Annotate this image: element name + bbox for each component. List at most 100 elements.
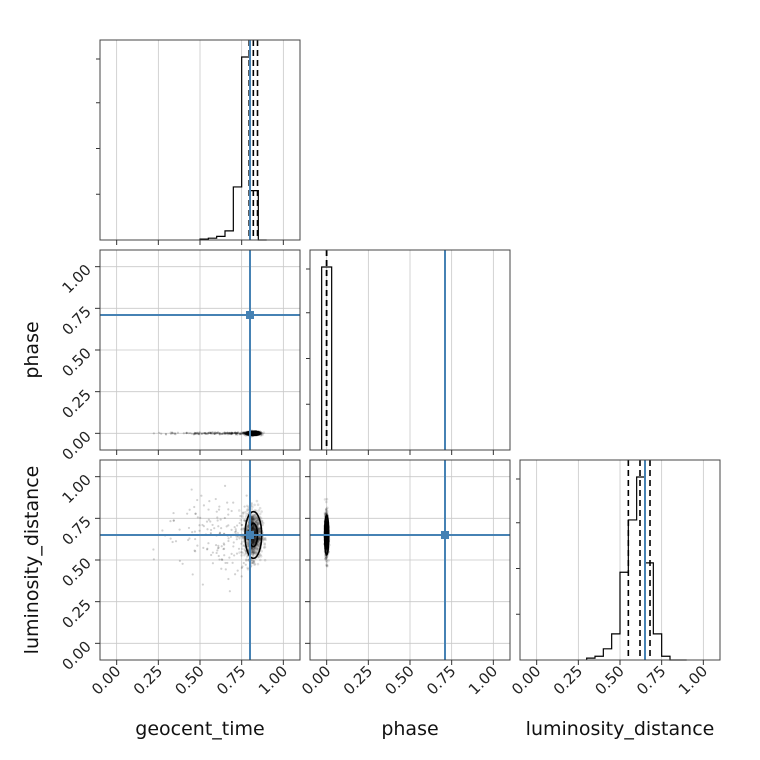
sample-point [243,433,247,436]
sample-point [228,431,231,435]
sample-point [257,539,261,543]
sample-point [252,431,255,435]
sample-point [254,516,258,520]
sample-point [255,518,259,522]
sample-point [325,535,329,539]
sample-point [252,432,255,435]
sample-point [173,432,176,435]
sample-point [325,531,329,535]
sample-point [325,537,328,541]
sample-point [254,513,258,517]
sample-point [253,432,257,435]
sample-point [152,432,155,435]
sample-point [213,527,216,530]
sample-point [254,520,258,524]
sample-point [257,528,261,531]
sample-point [325,529,329,533]
sample-point [243,519,247,522]
sample-point [258,536,261,540]
sample-point [169,432,173,435]
sample-point [260,549,263,553]
sample-point [250,507,253,511]
sample-point [325,537,328,540]
sample-point [253,431,256,435]
sample-point [325,528,328,532]
sample-point [325,538,329,542]
sample-point [200,432,204,435]
sample-point [200,494,203,497]
sample-point [241,512,245,515]
x-tick-label: 0.75 [633,662,669,698]
sample-point [254,531,257,535]
sample-point [185,432,188,435]
sample-point [259,553,262,557]
sample-point [226,432,229,435]
sample-point [250,518,254,521]
ylabel-luminosity-distance: luminosity_distance [21,466,43,655]
sample-point [251,538,255,542]
sample-point [252,431,255,435]
y-tick-label: 0.75 [58,302,94,338]
sample-point [251,431,255,435]
sample-point [243,431,246,434]
sample-point [198,431,201,434]
sample-point [251,431,255,435]
y-tick-label: 0.25 [58,596,94,632]
sample-point [255,521,259,525]
sample-point [250,538,254,542]
sample-point [252,432,255,435]
sample-point [252,526,255,530]
sample-point [251,542,255,545]
sample-point [256,503,260,507]
sample-point [251,517,254,521]
sample-point [252,431,256,435]
sample-point [207,508,210,511]
sample-point [251,554,255,557]
sample-point [253,531,257,535]
sample-point [241,540,244,544]
sample-point [252,524,255,528]
sample-point [325,538,329,542]
sample-point [217,546,220,549]
sample-point [170,431,174,434]
y-tick-label: 0.25 [58,386,94,422]
sample-point [219,518,222,521]
sample-point [252,432,255,435]
sample-point [228,556,231,559]
sample-point [252,432,256,436]
sample-point [240,431,244,434]
sample-point [325,536,329,540]
sample-point [324,557,327,560]
sample-point [202,525,205,528]
sample-point [209,431,213,434]
sample-point [260,521,264,524]
sample-point [325,531,329,534]
sample-point [325,564,329,568]
sample-point [325,509,328,512]
sample-point [251,540,254,544]
sample-point [250,520,254,523]
sample-point [255,516,259,520]
sample-point [246,527,249,531]
ylabel-phase: phase [21,321,43,378]
hist-panel-phase [306,249,511,455]
sample-point [228,432,231,435]
sample-point [251,431,255,435]
sample-point [251,432,255,435]
sample-point [214,497,217,501]
xlabel-luminosity-distance: luminosity_distance [526,718,715,740]
sample-point [252,432,256,435]
sample-point [255,546,259,550]
sample-point [251,432,255,436]
sample-point [194,432,197,435]
sample-point [244,510,247,514]
sample-point [210,553,213,557]
sample-point [200,432,204,435]
sample-point [253,432,256,435]
sample-point [246,528,249,531]
sample-point [252,528,256,532]
sample-point [238,433,242,436]
sample-point [225,525,228,528]
sample-point [325,564,329,568]
sample-point [252,560,256,564]
